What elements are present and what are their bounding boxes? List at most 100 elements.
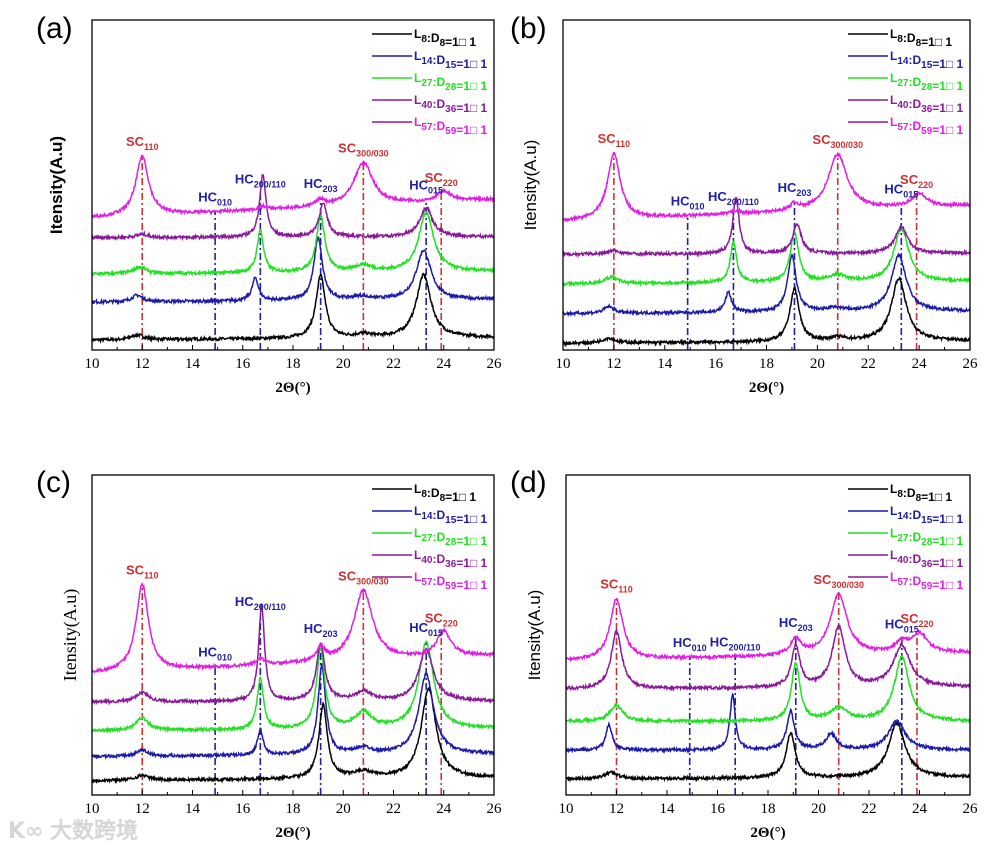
peak-annotation: HC010: [198, 644, 232, 662]
legend-text: L: [890, 548, 897, 562]
legend-entry: L8:D8=1□ 1: [890, 482, 952, 504]
legend-entry: L8:D8=1□ 1: [890, 27, 952, 49]
peak-annotation: SC220: [900, 611, 933, 629]
panel-b: 10 12 14 16 18 20 22 24 26 2Θ(°) Itensity(A.u) (b) L…: [510, 12, 978, 396]
peak-phase: HC: [235, 594, 254, 609]
peak-annotation: SC110: [598, 131, 631, 149]
legend-subscript: 27: [897, 78, 909, 89]
peak-phase: HC: [885, 616, 904, 631]
legend-subscript: 59: [445, 581, 457, 592]
peak-phase: SC: [126, 563, 145, 578]
peak-index: 010: [217, 652, 232, 662]
x-tick-label: 20: [336, 356, 351, 372]
legend-subscript: 28: [445, 537, 457, 548]
series-line: [562, 227, 971, 288]
legend-text: =1□ 1: [932, 57, 963, 71]
legend-text: =1□ 1: [445, 35, 476, 49]
series-line: [91, 236, 495, 306]
x-tick-label: 14: [185, 356, 201, 372]
peak-phase: SC: [425, 611, 444, 626]
peak-annotation: HC200/110: [235, 594, 286, 612]
legend-text: =1□ 1: [932, 101, 963, 115]
peak-index: 200/110: [254, 180, 286, 190]
legend-text: =1□ 1: [932, 123, 963, 137]
legend-text: =1□ 1: [921, 35, 952, 49]
legend-subscript: 40: [421, 555, 433, 566]
legend-text: L: [890, 482, 897, 496]
x-axis-label: 2Θ(°): [749, 380, 784, 396]
legend-text: L: [414, 49, 421, 63]
legend-text: =1□ 1: [456, 512, 487, 526]
legend-text: :D: [908, 75, 921, 89]
panel-d: 10 12 14 16 18 20 22 24 26 2Θ(°) Itensity(A.u) (d) L…: [510, 466, 978, 841]
peak-annotation: SC110: [126, 563, 159, 581]
series-line: [91, 639, 495, 734]
legend-text: L: [890, 115, 897, 129]
x-tick-label: 12: [135, 801, 150, 817]
legend-text: =1□ 1: [456, 534, 487, 548]
legend-text: :D: [908, 119, 921, 133]
peak-phase: HC: [409, 177, 428, 192]
legend-text: L: [890, 93, 897, 107]
legend-text: :D: [908, 552, 921, 566]
peak-phase: HC: [304, 621, 323, 636]
legend-entry: L14:D15=1□ 1: [414, 49, 488, 71]
y-axis-label: Itensity(A.u): [521, 140, 540, 231]
series-line: [565, 591, 971, 663]
legend-text: :D: [908, 97, 921, 111]
peak-annotation: HC015: [409, 177, 443, 195]
peak-index: 300/030: [830, 140, 863, 150]
legend-subscript: 8: [897, 34, 903, 45]
x-tick-label: 22: [386, 356, 401, 372]
peak-annotation: HC203: [304, 621, 338, 639]
legend-text: :D: [432, 508, 445, 522]
peak-index: 203: [796, 188, 811, 198]
x-tick-label: 16: [710, 801, 726, 817]
peak-annotation: HC015: [884, 182, 918, 200]
peak-phase: HC: [235, 172, 254, 187]
legend-subscript: 57: [421, 122, 433, 133]
peak-annotation: HC015: [885, 616, 919, 634]
peak-phase: SC: [812, 132, 831, 147]
legend-subscript: 8: [421, 489, 427, 500]
x-tick-label: 14: [185, 801, 201, 817]
panel-label: (c): [36, 466, 71, 499]
peak-index: 015: [428, 628, 443, 638]
legend-subscript: 59: [921, 126, 933, 137]
legend-text: =1□ 1: [456, 123, 487, 137]
legend-subscript: 40: [421, 100, 433, 111]
peak-annotation: SC300/030: [338, 140, 389, 158]
y-axis-label: Itensity(A.u): [60, 589, 81, 681]
legend-text: =1□ 1: [445, 490, 476, 504]
x-tick-label: 26: [963, 801, 979, 817]
legend-text: :D: [908, 53, 921, 67]
legend-text: L: [414, 115, 421, 129]
legend-text: :D: [432, 75, 445, 89]
peak-annotation: HC200/110: [708, 189, 759, 207]
peak-phase: HC: [708, 189, 727, 204]
legend-text: L: [890, 570, 897, 584]
legend-entry: L14:D15=1□ 1: [890, 504, 964, 526]
legend-subscript: 15: [921, 60, 933, 71]
legend-text: =1□ 1: [932, 534, 963, 548]
legend-entry: L40:D36=1□ 1: [890, 548, 964, 570]
legend-subscript: 15: [445, 60, 457, 71]
series-line: [91, 272, 495, 345]
x-tick-label: 24: [912, 356, 928, 372]
x-tick-label: 14: [660, 801, 676, 817]
peak-index: 220: [918, 619, 933, 629]
x-tick-label: 18: [761, 801, 776, 817]
peak-index: 200/110: [727, 197, 759, 207]
peak-index: 203: [323, 629, 338, 639]
peak-annotation: HC010: [671, 193, 705, 211]
series-line: [565, 623, 971, 692]
legend-text: :D: [903, 31, 916, 45]
peak-index: 010: [690, 201, 705, 211]
peak-annotation: HC203: [778, 180, 812, 198]
peak-index: 300/030: [831, 580, 864, 590]
legend-text: :D: [908, 574, 921, 588]
legend-text: =1□ 1: [921, 490, 952, 504]
peak-index: 220: [918, 180, 933, 190]
legend-subscript: 8: [916, 38, 922, 49]
legend-text: =1□ 1: [456, 578, 487, 592]
